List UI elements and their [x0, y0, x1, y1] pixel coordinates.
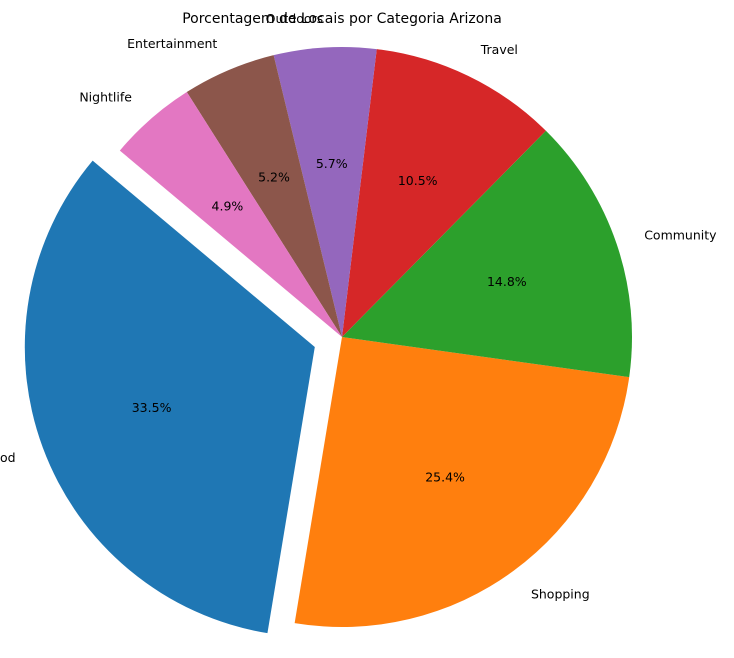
pct-label-outdoors: 5.7%: [316, 156, 348, 171]
pct-label-food: 33.5%: [132, 400, 172, 415]
pct-label-community: 14.8%: [487, 274, 527, 289]
chart-title: Porcentagem de Locais por Categoria Ariz…: [182, 11, 502, 27]
slice-label-community: Community: [644, 227, 717, 242]
pct-label-shopping: 25.4%: [425, 470, 465, 485]
slice-label-travel: Travel: [480, 42, 518, 57]
pie-slice-nightlife: [119, 92, 343, 338]
pie-slice-outdoors: [273, 46, 377, 337]
slice-label-outdoors: Outdoors: [266, 11, 324, 26]
slice-label-food: Food: [0, 450, 16, 465]
pie-slice-food: [24, 160, 315, 634]
slice-label-shopping: Shopping: [531, 587, 590, 602]
pct-label-travel: 10.5%: [398, 173, 438, 188]
pie-slice-shopping: [294, 337, 630, 627]
pie-slice-entertainment: [186, 55, 342, 337]
pie-slice-community: [342, 130, 632, 378]
slice-label-nightlife: Nightlife: [79, 89, 132, 104]
slice-label-entertainment: Entertainment: [127, 36, 217, 51]
pie-slice-travel: [342, 49, 546, 337]
pie-labels: 33.5% Food 25.4% Shopping 14.8% Community 10.5…: [0, 11, 717, 601]
pct-label-entertainment: 5.2%: [258, 169, 290, 184]
pct-label-nightlife: 4.9%: [212, 199, 244, 214]
pie-slices: [24, 46, 632, 634]
